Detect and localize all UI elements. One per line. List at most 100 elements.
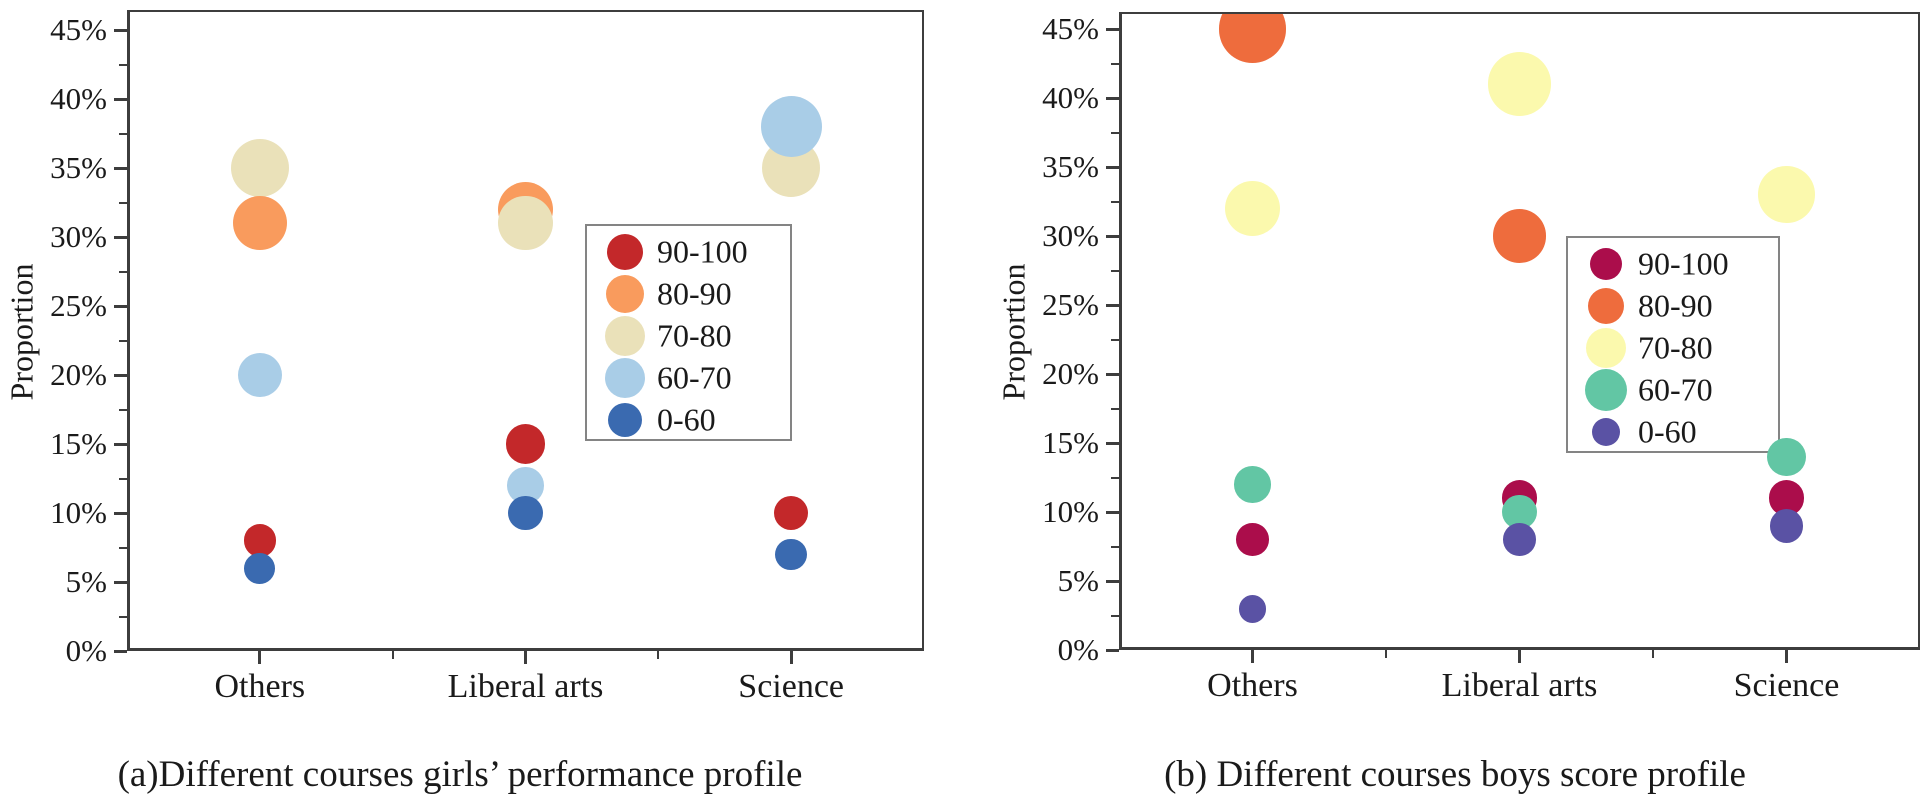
bubble-0-60	[508, 495, 543, 531]
bubble-90-100	[773, 495, 809, 531]
y-minor-tick	[119, 339, 127, 342]
y-tick-label: 0%	[1057, 632, 1099, 667]
bubble-80-90	[1492, 209, 1547, 263]
y-minor-tick	[119, 615, 127, 618]
y-major-tick	[114, 512, 127, 515]
y-tick-label: 30%	[1042, 218, 1099, 253]
y-minor-tick	[1111, 200, 1119, 203]
x-major-tick	[1251, 650, 1254, 663]
y-minor-tick	[119, 477, 127, 480]
y-minor-tick	[1111, 62, 1119, 65]
x-major-tick	[1785, 650, 1788, 663]
y-major-tick	[1106, 97, 1119, 100]
legend-swatch-80-90	[1588, 288, 1624, 324]
x-minor-tick	[1652, 650, 1654, 658]
y-tick-label: 0%	[65, 633, 107, 668]
y-tick-label: 35%	[50, 150, 107, 185]
legend-row: 70-80	[1568, 327, 1778, 369]
x-major-tick	[524, 651, 527, 664]
legend-label: 90-100	[1638, 245, 1729, 282]
bubble-90-100	[505, 424, 546, 464]
bubble-90-100	[243, 524, 277, 557]
bubble-60-70	[1767, 437, 1806, 476]
y-tick-label: 25%	[1042, 287, 1099, 322]
legend-row: 80-90	[587, 273, 790, 315]
y-major-tick	[114, 236, 127, 239]
legend-row: 80-90	[1568, 285, 1778, 327]
y-major-tick	[114, 29, 127, 32]
x-category-label: Others	[214, 668, 306, 705]
bubble-70-80	[1758, 166, 1815, 223]
y-minor-tick	[1111, 545, 1119, 548]
y-major-tick	[114, 650, 127, 653]
y-major-tick	[1106, 28, 1119, 31]
x-category-label: Others	[1207, 667, 1298, 704]
bubble-70-80	[230, 138, 289, 198]
y-minor-tick	[119, 546, 127, 549]
y-tick-label: 45%	[1042, 11, 1099, 46]
x-major-tick	[1518, 650, 1521, 663]
bubble-80-90	[232, 195, 288, 251]
legend-label: 60-70	[1638, 371, 1713, 408]
legend-label: 80-90	[1638, 287, 1713, 324]
legend-row: 60-70	[587, 357, 790, 399]
y-minor-tick	[119, 408, 127, 411]
bubble-60-70	[1234, 466, 1271, 503]
legend-label: 70-80	[657, 317, 732, 354]
y-major-tick	[1106, 304, 1119, 307]
y-tick-label: 10%	[1042, 494, 1099, 529]
x-minor-tick	[657, 651, 660, 659]
y-minor-tick	[1111, 407, 1119, 410]
y-minor-tick	[1111, 131, 1119, 134]
legend-row: 90-100	[1568, 243, 1778, 285]
y-minor-tick	[1111, 476, 1119, 479]
y-minor-tick	[1111, 269, 1119, 272]
y-tick-label: 30%	[50, 219, 107, 254]
legend-swatch-60-70	[605, 358, 645, 398]
x-category-label: Liberal arts	[447, 668, 604, 705]
y-major-tick	[1106, 166, 1119, 169]
y-major-tick	[1106, 580, 1119, 583]
legend-label: 70-80	[1638, 329, 1713, 366]
bubble-70-80	[498, 195, 553, 251]
caption-b: (b) Different courses boys score profile	[1164, 754, 1746, 795]
y-major-tick	[114, 581, 127, 584]
x-major-tick	[789, 651, 793, 664]
x-major-tick	[258, 651, 262, 664]
y-major-tick	[114, 98, 127, 101]
bubble-60-70	[760, 96, 822, 158]
y-major-tick	[114, 167, 127, 170]
x-minor-tick	[1385, 650, 1387, 658]
y-tick-label: 40%	[1042, 80, 1099, 115]
y-tick-label: 10%	[50, 495, 107, 530]
bubble-0-60	[1238, 594, 1267, 623]
y-major-tick	[114, 305, 127, 308]
y-tick-label: 5%	[1057, 563, 1099, 598]
legend-swatch-60-70	[1585, 369, 1627, 411]
legend-row: 60-70	[1568, 369, 1778, 411]
legend-swatch-90-100	[607, 234, 643, 270]
y-minor-tick	[1111, 338, 1119, 341]
plot-area-b	[1119, 12, 1920, 650]
legend-row: 90-100	[587, 231, 790, 273]
legend-swatch-70-80	[605, 316, 645, 356]
y-tick-label: 20%	[1042, 356, 1099, 391]
x-category-label: Liberal arts	[1441, 667, 1598, 704]
y-tick-label: 5%	[65, 564, 107, 599]
bubble-0-60	[775, 538, 807, 571]
legend-label: 0-60	[1638, 413, 1697, 450]
x-minor-tick	[391, 651, 394, 659]
legend-swatch-0-60	[1592, 418, 1620, 446]
plot-area-a	[127, 10, 924, 651]
y-minor-tick	[119, 270, 127, 273]
legend-row: 70-80	[587, 315, 790, 357]
y-major-tick	[1106, 511, 1119, 514]
bubble-60-70	[237, 353, 282, 397]
y-minor-tick	[119, 63, 127, 66]
bubble-90-100	[1236, 523, 1269, 556]
y-major-tick	[1106, 442, 1119, 445]
legend-label: 80-90	[657, 275, 732, 312]
bubble-0-60	[244, 552, 276, 584]
y-tick-label: 25%	[50, 288, 107, 323]
